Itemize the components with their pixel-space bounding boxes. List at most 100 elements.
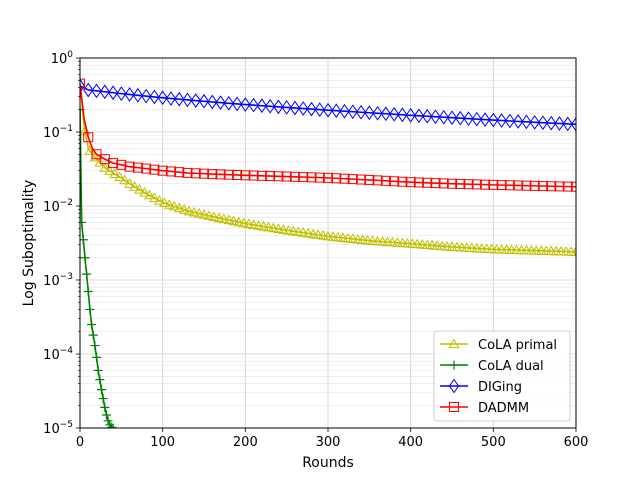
data-point — [157, 165, 168, 176]
data-point — [355, 104, 367, 120]
data-point — [114, 171, 126, 181]
data-point — [263, 221, 274, 232]
y-axis-label: Log Suboptimality — [21, 180, 37, 307]
data-point — [99, 154, 110, 165]
series-cola-dual — [80, 105, 118, 428]
data-point — [88, 330, 98, 340]
data-point — [168, 200, 180, 211]
data-point — [256, 170, 267, 181]
data-point — [422, 177, 433, 188]
data-point — [298, 101, 309, 116]
data-point — [231, 96, 243, 112]
data-point — [562, 116, 573, 132]
data-point — [232, 169, 243, 180]
y-tick-label: 10−5 — [43, 420, 73, 437]
data-point — [238, 217, 250, 228]
data-point — [382, 236, 393, 247]
data-point — [389, 106, 400, 122]
data-point — [139, 186, 150, 197]
data-point — [421, 239, 433, 250]
x-tick-label: 500 — [481, 435, 506, 450]
data-point — [416, 239, 428, 249]
data-point — [163, 199, 175, 209]
data-point — [347, 174, 358, 185]
data-point — [248, 97, 259, 113]
data-point — [546, 181, 557, 192]
data-point — [273, 171, 284, 182]
data-point — [91, 83, 102, 99]
data-point — [99, 84, 110, 100]
data-point — [327, 231, 339, 241]
data-point — [455, 110, 466, 126]
data-point — [438, 109, 449, 125]
data-point — [292, 226, 304, 237]
data-point — [265, 171, 276, 182]
data-point — [306, 101, 317, 117]
data-point — [80, 78, 85, 89]
data-point — [174, 167, 185, 178]
grid-lines — [79, 57, 577, 429]
data-point — [406, 238, 418, 248]
data-point — [554, 181, 565, 192]
data-point — [218, 213, 230, 224]
x-tick-label: 400 — [398, 435, 423, 450]
data-point — [165, 91, 177, 106]
data-point — [426, 239, 438, 250]
data-point — [207, 94, 218, 110]
legend-label: CoLA dual — [478, 359, 544, 374]
data-point — [157, 90, 168, 106]
data-point — [397, 237, 408, 248]
data-point — [331, 103, 342, 119]
data-point — [347, 233, 359, 244]
data-point — [312, 229, 324, 239]
data-point — [504, 180, 515, 191]
data-point — [323, 172, 333, 183]
data-point — [80, 78, 86, 94]
data-point — [362, 234, 374, 245]
legend-label: DADMM — [478, 401, 529, 416]
x-tick-label: 300 — [316, 435, 341, 450]
data-point — [258, 220, 269, 231]
data-point — [451, 241, 463, 252]
legend-marker — [448, 378, 460, 394]
data-point — [149, 164, 160, 175]
data-point — [107, 85, 119, 101]
data-point — [281, 100, 292, 115]
data-point — [377, 236, 388, 246]
data-point — [570, 246, 576, 256]
data-point — [513, 114, 524, 129]
data-point — [223, 169, 234, 180]
data-point — [108, 423, 118, 428]
data-point — [223, 95, 234, 111]
data-point — [339, 103, 350, 119]
data-point — [322, 230, 334, 241]
data-point — [504, 113, 515, 129]
series-line — [80, 83, 576, 253]
data-point — [471, 179, 482, 190]
data-point — [207, 169, 218, 180]
data-point — [215, 95, 226, 110]
data-point — [83, 132, 94, 143]
data-point — [430, 109, 441, 125]
data-point — [149, 192, 160, 202]
legend-marker — [449, 360, 459, 370]
data-point — [188, 206, 200, 217]
data-point — [347, 104, 358, 120]
data-point — [223, 214, 235, 225]
data-point — [476, 243, 488, 253]
data-point — [562, 181, 573, 192]
data-point — [302, 227, 314, 238]
data-point — [306, 172, 317, 183]
data-point — [521, 114, 532, 130]
legend: CoLA primal CoLA dual DIGing DADMM — [433, 330, 571, 422]
data-point — [154, 195, 165, 205]
data-point — [307, 228, 319, 239]
data-point — [322, 102, 334, 118]
data-point — [554, 116, 565, 131]
data-point — [372, 235, 383, 246]
data-point — [570, 116, 576, 132]
data-point — [198, 93, 210, 109]
data-point — [480, 179, 491, 190]
y-tick-label: 100 — [51, 50, 74, 67]
data-point — [248, 170, 259, 181]
